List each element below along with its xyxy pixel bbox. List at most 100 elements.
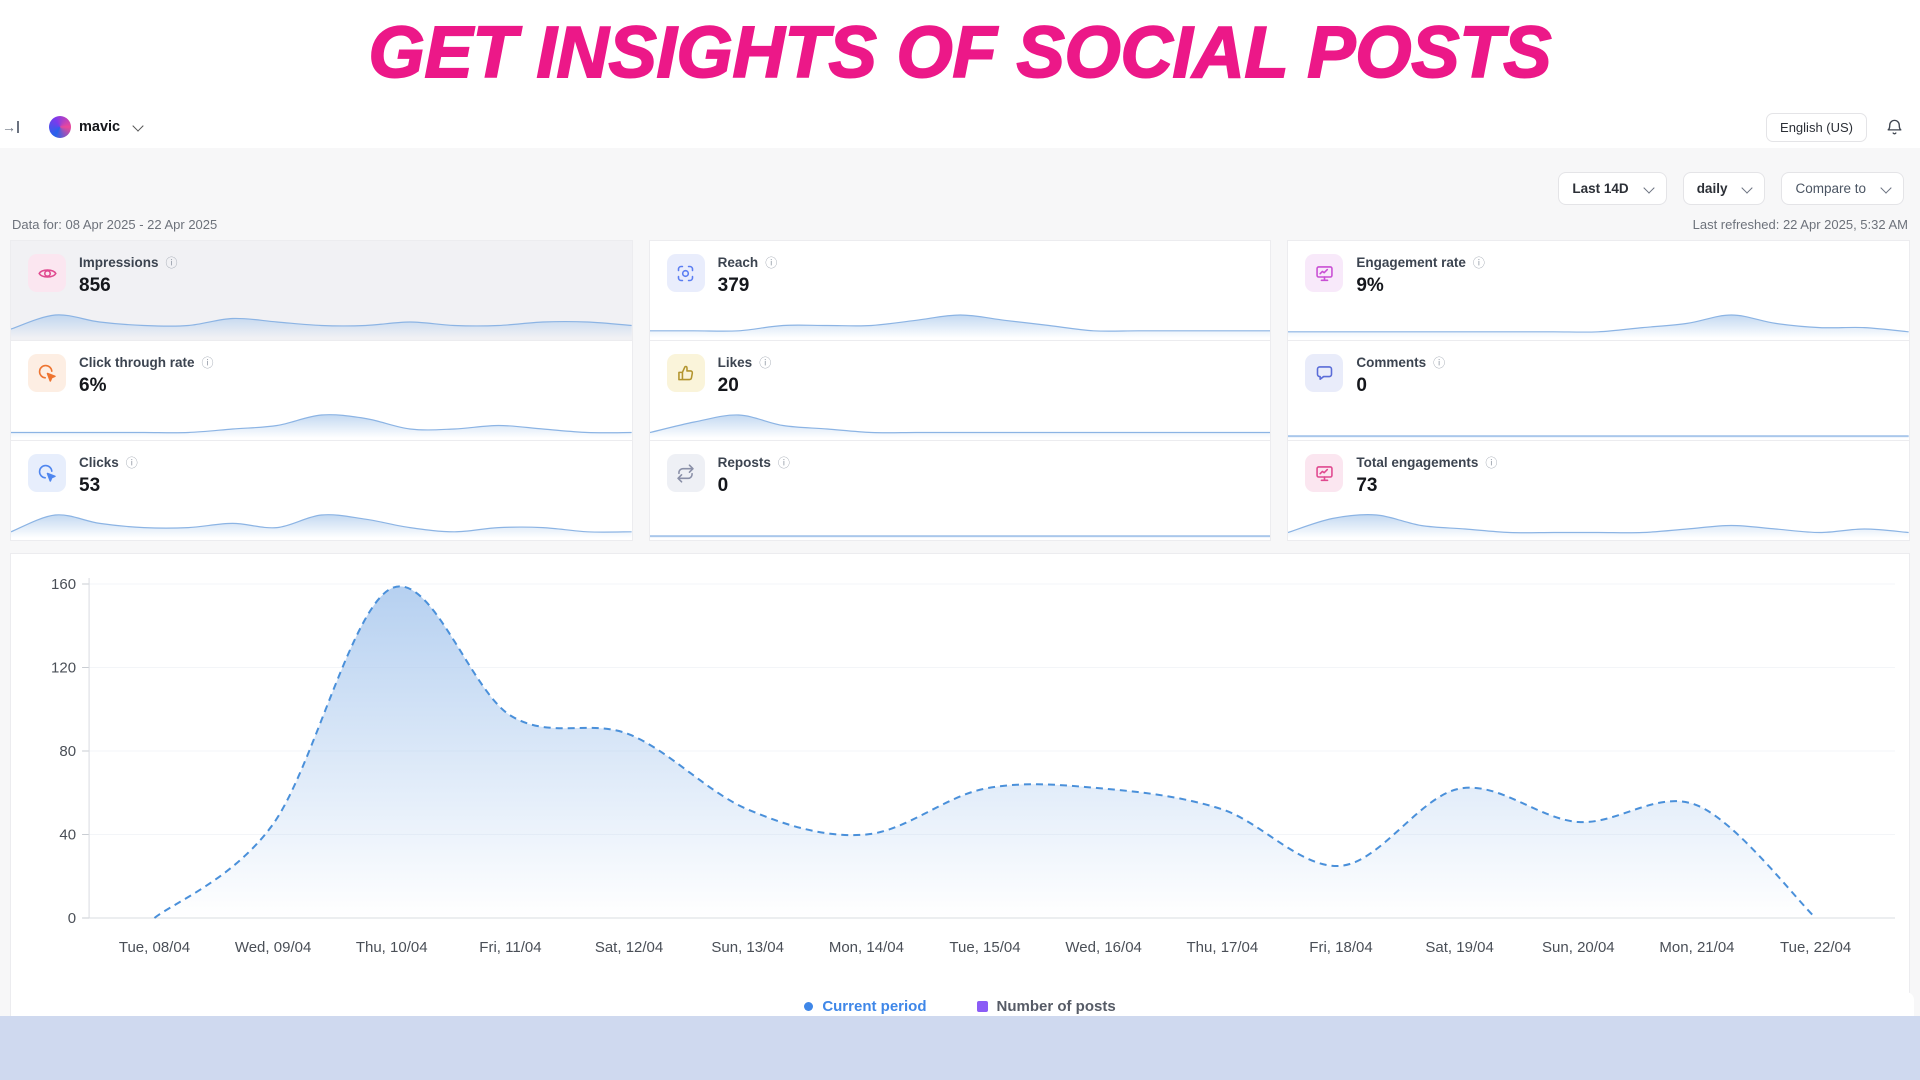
- chevron-down-icon: [132, 119, 144, 132]
- metric-sparkline: [649, 508, 1271, 538]
- metric-label: Reposts ⓘ: [717, 455, 790, 470]
- chevron-down-icon: [1880, 181, 1892, 194]
- svg-text:Tue, 22/04: Tue, 22/04: [1780, 939, 1851, 956]
- scan-icon: [666, 254, 705, 292]
- svg-text:120: 120: [51, 660, 76, 677]
- info-icon[interactable]: ⓘ: [201, 356, 214, 370]
- date-range-label: Last 14D: [1572, 181, 1629, 196]
- svg-text:0: 0: [68, 910, 76, 927]
- chevron-down-icon: [1643, 181, 1655, 194]
- language-button[interactable]: English (US): [1766, 112, 1867, 142]
- metric-label: Comments ⓘ: [1356, 355, 1446, 370]
- metric-card-head: Engagement rate ⓘ 9%: [1288, 241, 1909, 297]
- notifications-bell-icon[interactable]: [1885, 118, 1904, 137]
- metric-text: Total engagements ⓘ 73: [1356, 454, 1497, 497]
- info-icon[interactable]: ⓘ: [125, 456, 138, 470]
- compare-to-label: Compare to: [1795, 181, 1866, 196]
- info-icon[interactable]: ⓘ: [777, 456, 790, 470]
- granularity-button[interactable]: daily: [1682, 172, 1766, 205]
- metric-card-head: Reach ⓘ 379: [650, 241, 1271, 297]
- top-navbar: → mavic English (US): [0, 106, 1920, 148]
- repost-icon: [666, 454, 705, 492]
- metric-label: Reach ⓘ: [717, 255, 778, 270]
- metric-card-head: Click through rate ⓘ 6%: [11, 341, 632, 397]
- metric-text: Reposts ⓘ 0: [718, 454, 790, 497]
- info-icon[interactable]: ⓘ: [765, 256, 778, 270]
- metric-card-head: Likes ⓘ 20: [650, 341, 1271, 397]
- metric-value: 379: [717, 275, 750, 296]
- svg-text:Wed, 16/04: Wed, 16/04: [1065, 939, 1141, 956]
- app-window: → mavic English (US) Last 14D daily: [0, 106, 1920, 1080]
- info-icon[interactable]: ⓘ: [1485, 456, 1498, 470]
- granularity-label: daily: [1696, 181, 1728, 196]
- filters-row: Last 14D daily Compare to: [0, 148, 1920, 205]
- metric-text: Engagement rate ⓘ 9%: [1356, 254, 1485, 297]
- metric-card-clicks[interactable]: Clicks ⓘ 53: [10, 440, 633, 541]
- bottom-strip: [0, 1016, 1920, 1080]
- metric-text: Click through rate ⓘ 6%: [79, 354, 214, 397]
- metric-card-head: Impressions ⓘ 856: [11, 241, 632, 297]
- cursor-click-icon: [28, 454, 66, 492]
- thumb-up-icon: [666, 354, 705, 392]
- metric-card-reach[interactable]: Reach ⓘ 379: [648, 240, 1272, 341]
- metric-text: Comments ⓘ 0: [1356, 354, 1445, 397]
- workspace-name: mavic: [79, 119, 121, 135]
- metric-label: Likes ⓘ: [717, 355, 772, 370]
- svg-text:160: 160: [51, 576, 76, 593]
- metric-sparkline: [11, 408, 632, 438]
- metric-card-reposts[interactable]: Reposts ⓘ 0: [648, 440, 1272, 541]
- metric-value: 9%: [1356, 275, 1384, 296]
- svg-text:40: 40: [59, 827, 76, 844]
- metric-label: Clicks ⓘ: [79, 455, 138, 470]
- metric-value: 0: [1356, 375, 1367, 396]
- info-icon[interactable]: ⓘ: [165, 256, 178, 270]
- date-range-button[interactable]: Last 14D: [1558, 172, 1667, 205]
- metric-label: Total engagements ⓘ: [1356, 455, 1498, 470]
- chevron-down-icon: [1741, 181, 1754, 194]
- legend-item-current-period[interactable]: Current period: [804, 998, 927, 1015]
- info-icon[interactable]: ⓘ: [1472, 256, 1485, 270]
- navbar-left: → mavic: [2, 116, 144, 138]
- metric-sparkline: [649, 308, 1271, 338]
- metric-sparkline: [1288, 508, 1909, 538]
- chart-card: 0 40 80 120 160 Tue, 08/04 Wed, 09/04 Thu, 10/0…: [10, 553, 1910, 1017]
- chart-legend: Current period Number of posts: [11, 998, 1909, 1015]
- metric-value: 53: [79, 475, 101, 496]
- svg-text:Mon, 21/04: Mon, 21/04: [1659, 939, 1734, 956]
- metric-value: 73: [1356, 475, 1378, 496]
- metric-card-engagement-rate[interactable]: Engagement rate ⓘ 9%: [1287, 240, 1910, 341]
- svg-text:Tue, 15/04: Tue, 15/04: [949, 939, 1020, 956]
- metric-card-total-engagements[interactable]: Total engagements ⓘ 73: [1287, 440, 1910, 541]
- metric-sparkline: [1288, 408, 1909, 438]
- metric-label: Impressions ⓘ: [79, 255, 178, 270]
- metric-value: 20: [717, 375, 739, 396]
- workspace-selector[interactable]: mavic: [49, 116, 144, 138]
- metric-card-comments[interactable]: Comments ⓘ 0: [1287, 340, 1910, 441]
- metric-label: Click through rate ⓘ: [79, 355, 214, 370]
- svg-text:Thu, 17/04: Thu, 17/04: [1186, 939, 1258, 956]
- last-refreshed-label: Last refreshed: 22 Apr 2025, 5:32 AM: [1692, 217, 1908, 232]
- compare-to-button[interactable]: Compare to: [1781, 172, 1904, 205]
- svg-text:Fri, 18/04: Fri, 18/04: [1309, 939, 1372, 956]
- metric-card-likes[interactable]: Likes ⓘ 20: [648, 340, 1272, 441]
- sidebar-collapse-icon[interactable]: →: [2, 119, 19, 135]
- metric-text: Clicks ⓘ 53: [79, 454, 138, 497]
- main-chart: 0 40 80 120 160 Tue, 08/04 Wed, 09/04 Thu, 10/0…: [11, 566, 1909, 990]
- legend-item-number-of-posts[interactable]: Number of posts: [976, 998, 1116, 1015]
- metric-value: 6%: [79, 375, 107, 396]
- metric-sparkline: [1288, 308, 1909, 338]
- banner: GET INSIGHTS OF SOCIAL POSTS: [0, 0, 1920, 106]
- svg-text:Sun, 13/04: Sun, 13/04: [711, 939, 784, 956]
- svg-text:Sat, 19/04: Sat, 19/04: [1425, 939, 1493, 956]
- metric-sparkline: [649, 408, 1271, 438]
- metric-label: Engagement rate ⓘ: [1356, 255, 1485, 270]
- metric-sparkline: [11, 308, 632, 338]
- info-icon[interactable]: ⓘ: [759, 356, 772, 370]
- metric-card-impressions[interactable]: Impressions ⓘ 856: [10, 240, 633, 341]
- legend-label: Number of posts: [996, 998, 1116, 1015]
- navbar-right: English (US): [1766, 112, 1904, 142]
- svg-text:Fri, 11/04: Fri, 11/04: [479, 939, 541, 956]
- metric-card-click-through-rate[interactable]: Click through rate ⓘ 6%: [10, 340, 633, 441]
- info-icon[interactable]: ⓘ: [1433, 356, 1446, 370]
